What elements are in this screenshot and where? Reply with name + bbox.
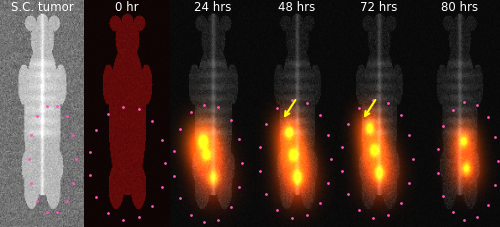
Text: 0 hr: 0 hr — [115, 1, 139, 14]
Text: 80 hrs: 80 hrs — [441, 1, 478, 14]
Text: S.C. tumor: S.C. tumor — [10, 1, 74, 14]
Text: 48 hrs: 48 hrs — [278, 1, 316, 14]
Text: 72 hrs: 72 hrs — [360, 1, 397, 14]
Text: 24 hrs: 24 hrs — [194, 1, 232, 14]
